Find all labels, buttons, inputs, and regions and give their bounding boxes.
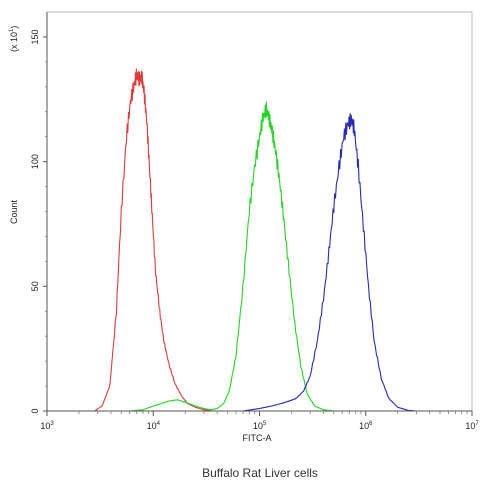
x-tick-label: 107 [465, 421, 479, 431]
x-axis-label: FITC-A [243, 433, 272, 443]
chart-caption: Buffalo Rat Liver cells [202, 466, 318, 480]
y-tick-label: 150 [30, 29, 40, 44]
x-tick-label: 106 [359, 421, 373, 431]
plot-frame [46, 11, 473, 412]
y-tick-label: 0 [30, 408, 40, 413]
x-tick-label: 104 [147, 421, 161, 431]
y-tick-label: 100 [30, 154, 40, 169]
series-layer [94, 68, 417, 412]
y-multiplier-label: (x 101) [9, 26, 19, 52]
series-line-3 [242, 112, 417, 412]
x-tick-label: 103 [40, 421, 54, 431]
series-line-2 [129, 101, 334, 412]
y-tick-label: 50 [30, 281, 40, 291]
series-line-1 [94, 68, 213, 412]
y-axis-label: Count [9, 200, 19, 225]
axis-layer: 0 50 100 150 103 104 105 106 107 [30, 11, 479, 431]
x-tick-label: 105 [253, 421, 267, 431]
